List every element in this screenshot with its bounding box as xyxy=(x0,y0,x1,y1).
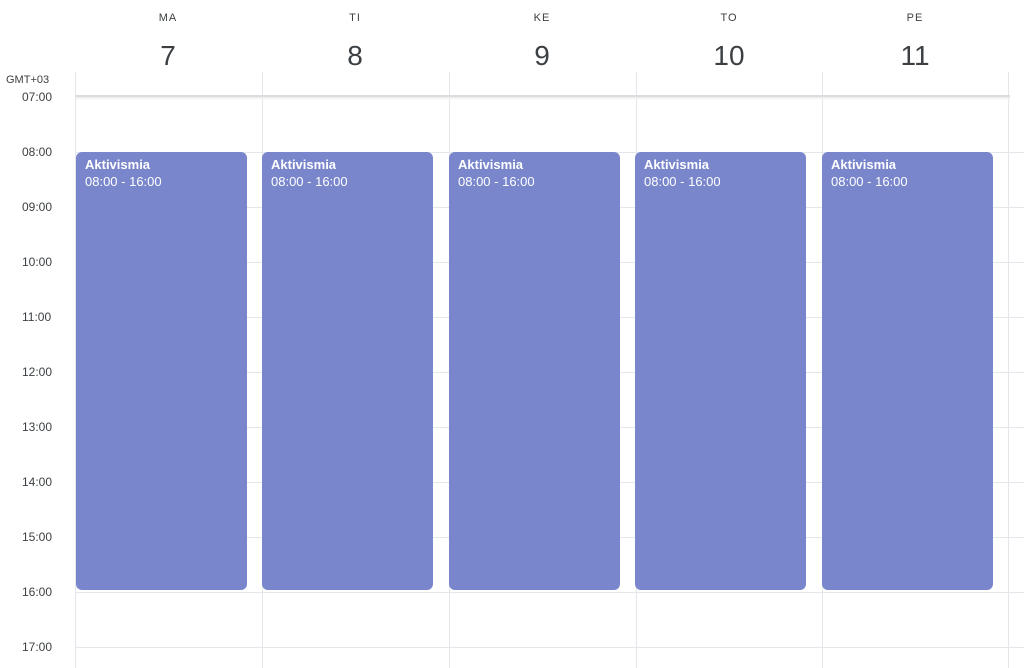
event-card-monday[interactable]: Aktivismia 08:00 - 16:00 xyxy=(76,152,247,590)
event-title: Aktivismia xyxy=(831,157,897,172)
event-card-wednesday[interactable]: Aktivismia 08:00 - 16:00 xyxy=(449,152,620,590)
event-title: Aktivismia xyxy=(85,157,151,172)
time-label: 14:00 xyxy=(22,475,53,489)
event-card-friday[interactable]: Aktivismia 08:00 - 16:00 xyxy=(822,152,993,590)
event-time: 08:00 - 16:00 xyxy=(271,174,348,189)
day-name: KE xyxy=(533,12,551,24)
event-title: Aktivismia xyxy=(644,157,710,172)
event-time: 08:00 - 16:00 xyxy=(831,174,908,189)
column-divider xyxy=(75,72,76,668)
column-divider xyxy=(1008,72,1009,668)
event-card-thursday[interactable]: Aktivismia 08:00 - 16:00 xyxy=(635,152,806,590)
time-label: 07:00 xyxy=(22,90,53,104)
timezone-label: GMT+03 xyxy=(6,74,50,86)
time-label: 10:00 xyxy=(22,255,53,269)
day-header-tuesday[interactable]: TI 8 xyxy=(262,0,448,96)
day-number[interactable]: 8 xyxy=(347,40,363,71)
event-time: 08:00 - 16:00 xyxy=(644,174,721,189)
day-name: PE xyxy=(906,12,924,24)
header-shadow xyxy=(75,97,1010,100)
day-header-wednesday[interactable]: KE 9 xyxy=(449,0,635,96)
event-time: 08:00 - 16:00 xyxy=(85,174,162,189)
time-label: 12:00 xyxy=(22,365,53,379)
time-label: 09:00 xyxy=(22,200,53,214)
event-title: Aktivismia xyxy=(271,157,337,172)
time-label: 15:00 xyxy=(22,530,53,544)
hour-gridline xyxy=(75,592,1024,593)
day-header-monday[interactable]: MA 7 xyxy=(75,0,261,96)
event-title: Aktivismia xyxy=(458,157,524,172)
day-header-friday[interactable]: PE 11 xyxy=(822,0,1008,96)
day-name: MA xyxy=(158,12,178,24)
time-label: 08:00 xyxy=(22,145,53,159)
day-name: TI xyxy=(349,12,361,24)
day-number[interactable]: 10 xyxy=(713,40,745,71)
day-header-thursday[interactable]: TO 10 xyxy=(636,0,822,96)
day-name: TO xyxy=(720,12,738,24)
time-label: 17:00 xyxy=(22,640,53,654)
day-number[interactable]: 7 xyxy=(160,40,176,71)
time-label: 11:00 xyxy=(22,310,52,324)
event-card-tuesday[interactable]: Aktivismia 08:00 - 16:00 xyxy=(262,152,433,590)
time-label: 16:00 xyxy=(22,585,53,599)
day-number[interactable]: 11 xyxy=(900,40,930,71)
header-divider xyxy=(75,95,1010,97)
hour-gridline xyxy=(75,647,1024,648)
day-number[interactable]: 9 xyxy=(534,40,550,71)
time-label: 13:00 xyxy=(22,420,53,434)
event-time: 08:00 - 16:00 xyxy=(458,174,535,189)
